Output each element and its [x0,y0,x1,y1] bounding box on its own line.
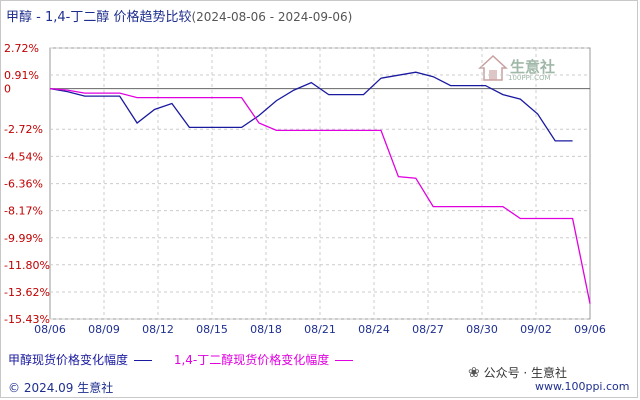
house-logo-icon [478,54,508,81]
legend-label-bdo: 1,4-丁二醇现货价格变化幅度 [173,353,330,367]
legend-item-bdo: 1,4-丁二醇现货价格变化幅度 [173,351,354,368]
y-tick-label: 0 [4,83,11,96]
x-tick-label: 08/18 [250,323,282,336]
grid [49,47,591,320]
footer-wechat: ❀ 公众号 · 生意社 [468,364,567,381]
y-tick-label: 0.91% [4,69,39,82]
y-tick-label: -13.62% [4,286,50,299]
y-axis: 2.72% 0.91%0 -2.72% -4.54% -6.36% -8.17% -9.99… [4,42,50,326]
y-tick-label: -2.72% [4,123,43,136]
y-tick-label: -4.54% [4,150,43,163]
wechat-icon: ❀ [468,365,480,381]
y-tick-label: -9.99% [4,232,43,245]
title-main: 甲醇 - 1,4-丁二醇 价格趋势比较 [6,10,192,25]
series-line-methanol [49,71,573,142]
legend-swatch-bdo [335,360,354,361]
footer-wechat-label: 公众号 · 生意社 [483,366,568,380]
chart-title: 甲醇 - 1,4-丁二醇 价格趋势比较(2024-08-06 - 2024-09… [6,6,352,25]
series-group [49,71,591,304]
legend: 甲醇现货价格变化幅度 1,4-丁二醇现货价格变化幅度 [8,351,371,368]
x-tick-label: 08/24 [358,323,390,336]
y-tick-label: -15.43% [4,313,50,326]
x-axis: 08/06 08/09 08/12 08/15 08/18 08/21 08/24 08/27… [34,323,606,336]
x-tick-label: 08/09 [88,323,120,336]
footer-url: www.100ppi.com [535,380,630,393]
y-tick-label: -6.36% [4,178,43,191]
x-tick-label: 08/12 [142,323,174,336]
series-line-bdo [49,87,591,304]
x-tick-label: 08/21 [304,323,336,336]
x-tick-label: 09/06 [574,323,606,336]
y-tick-label: 2.72% [4,42,39,55]
watermark: 生意社 100PPI.COM [478,54,555,86]
x-tick-label: 08/15 [196,323,228,336]
x-tick-label: 09/02 [520,323,552,336]
title-date-range: (2024-08-06 - 2024-09-06) [191,10,353,24]
legend-swatch-methanol [134,360,153,361]
line-chart: 2.72% 0.91%0 -2.72% -4.54% -6.36% -8.17% -9.99… [4,42,606,336]
legend-item-methanol: 甲醇现货价格变化幅度 [8,351,153,368]
x-tick-label: 08/06 [34,323,66,336]
y-tick-label: -11.80% [4,259,50,272]
watermark-text: 生意社 [510,58,556,76]
x-tick-label: 08/27 [412,323,444,336]
y-tick-label: -8.17% [4,205,43,218]
x-tick-label: 08/30 [466,323,498,336]
watermark-url: 100PPI.COM [508,74,551,82]
footer-copyright: © 2024.09 生意社 [8,381,114,395]
legend-label-methanol: 甲醇现货价格变化幅度 [8,353,129,367]
